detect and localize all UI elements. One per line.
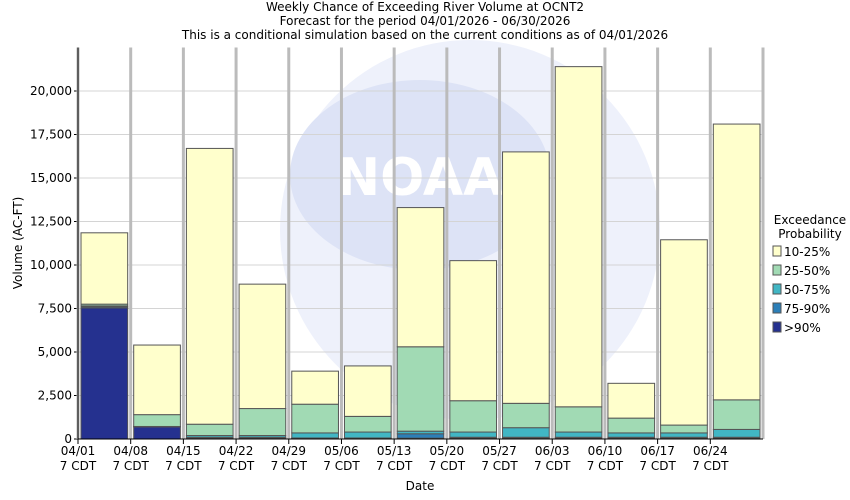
x-tick-sublabel: 7 CDT (639, 459, 676, 473)
y-tick-label: 2,500 (38, 389, 72, 403)
bar-segment (554, 431, 603, 438)
bar-segment (502, 427, 550, 438)
bar-segment (607, 432, 656, 438)
bar-segment (396, 207, 445, 348)
chart-subtitle-2: This is a conditional simulation based o… (181, 28, 669, 42)
bar-segment (185, 423, 234, 437)
legend-swatch (772, 283, 782, 295)
legend-title: Probability (778, 227, 841, 241)
y-tick-label: 5,000 (38, 345, 72, 359)
y-tick-label: 12,500 (30, 215, 72, 229)
legend-label: 25-50% (784, 264, 830, 278)
bar-segment (343, 365, 392, 417)
bar-segment (80, 307, 129, 440)
legend-title: Exceedance (774, 213, 846, 227)
bar-segment (712, 399, 761, 430)
x-tick-label: 04/29 (271, 444, 306, 458)
x-tick-sublabel: 7 CDT (376, 459, 413, 473)
bar-segment (712, 428, 761, 438)
bar-segment (396, 433, 445, 439)
bar-segment (449, 431, 498, 438)
bar-segment (133, 426, 181, 440)
chart-subtitle-1: Forecast for the period 04/01/2026 - 06/… (279, 14, 571, 28)
legend-label: 75-90% (784, 302, 830, 316)
y-axis-label: Volume (AC-FT) (11, 197, 25, 290)
y-tick-label: 10,000 (30, 258, 72, 272)
bar-segment (291, 432, 339, 439)
bar-segment (185, 147, 234, 425)
bar-segment (712, 123, 761, 401)
watermark-shape (290, 80, 550, 270)
x-tick-sublabel: 7 CDT (112, 459, 149, 473)
bar-segment (133, 414, 181, 427)
legend-label: 50-75% (784, 283, 830, 297)
y-tick-label: 20,000 (30, 84, 72, 98)
x-tick-sublabel: 7 CDT (534, 459, 571, 473)
x-tick-sublabel: 7 CDT (429, 459, 466, 473)
bar-segment (449, 260, 498, 402)
bar-segment (343, 431, 392, 439)
x-tick-label: 05/27 (482, 444, 517, 458)
x-tick-label: 06/24 (693, 444, 728, 458)
x-tick-sublabel: 7 CDT (60, 459, 97, 473)
bar-segment (343, 415, 392, 433)
bar-segment (80, 232, 129, 305)
x-tick-sublabel: 7 CDT (218, 459, 255, 473)
legend-swatch (772, 245, 782, 257)
x-tick-sublabel: 7 CDT (587, 459, 624, 473)
bar-segment (291, 370, 339, 405)
bar-segment (238, 408, 287, 437)
bar-segment (502, 402, 550, 429)
y-tick-label: 0 (64, 432, 72, 446)
x-tick-sublabel: 7 CDT (271, 459, 308, 473)
x-tick-sublabel: 7 CDT (692, 459, 729, 473)
legend-swatch (772, 321, 782, 333)
bar-segment (607, 382, 656, 419)
x-tick-label: 04/15 (166, 444, 201, 458)
bar-segment (238, 283, 287, 410)
x-tick-label: 06/17 (640, 444, 675, 458)
x-tick-label: 06/10 (588, 444, 623, 458)
y-tick-label: 15,000 (30, 171, 72, 185)
legend-label: 10-25% (784, 245, 830, 259)
bar-segment (554, 66, 603, 408)
x-tick-sublabel: 7 CDT (165, 459, 202, 473)
bar-segment (291, 403, 339, 434)
bar-segment (133, 344, 181, 416)
x-tick-label: 06/03 (535, 444, 570, 458)
x-tick-label: 04/01 (61, 444, 96, 458)
y-tick-label: 17,500 (30, 128, 72, 142)
legend-label: >90% (784, 321, 821, 335)
chart-title: Weekly Chance of Exceeding River Volume … (265, 0, 585, 14)
x-axis-label: Date (406, 479, 435, 493)
x-tick-label: 05/13 (377, 444, 412, 458)
bar-segment (660, 432, 708, 438)
bar-segment (396, 346, 445, 432)
legend-swatch (772, 264, 782, 276)
x-tick-label: 04/08 (113, 444, 148, 458)
x-tick-sublabel: 7 CDT (323, 459, 360, 473)
x-tick-sublabel: 7 CDT (481, 459, 518, 473)
bar-segment (449, 400, 498, 433)
bar-segment (660, 239, 708, 426)
legend-swatch (772, 302, 782, 314)
bar-segment (660, 424, 708, 434)
bar-segment (554, 406, 603, 433)
y-tick-label: 7,500 (38, 302, 72, 316)
bar-segment (502, 151, 550, 404)
x-tick-label: 05/06 (324, 444, 359, 458)
x-tick-label: 04/22 (219, 444, 254, 458)
bar-segment (607, 417, 656, 434)
x-tick-label: 05/20 (430, 444, 465, 458)
